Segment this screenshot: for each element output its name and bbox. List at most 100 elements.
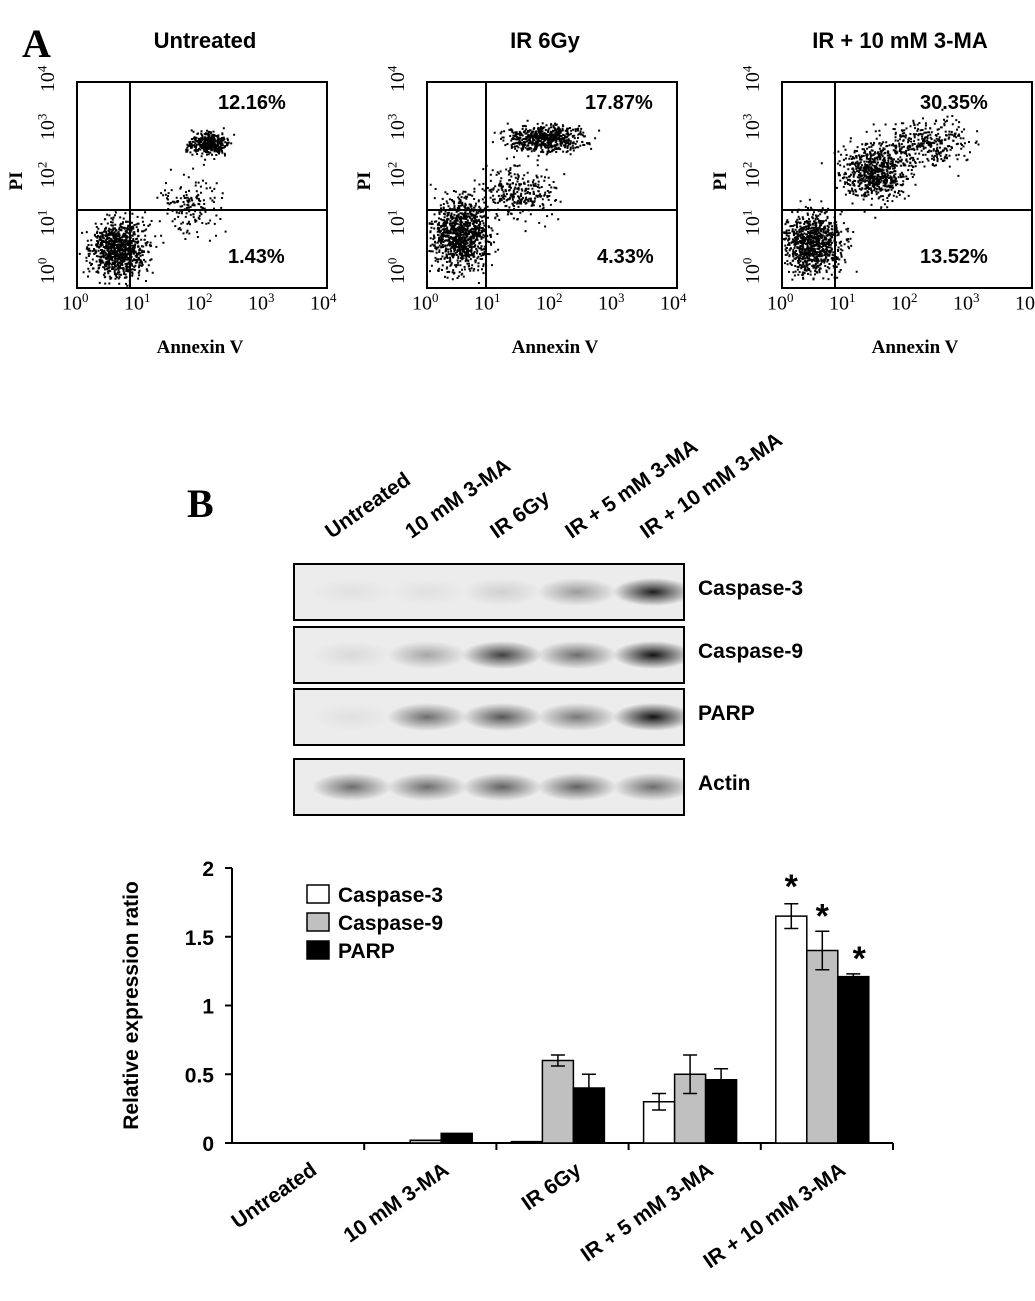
blot-band [462,641,542,669]
blot-band [537,703,617,731]
flow-y-tick: 104 [739,65,765,93]
bar-caspase-9 [806,949,839,1144]
blot-caspase-9 [293,626,685,684]
flow-plot-3-lower-right-pct: 13.52% [920,246,988,268]
blot-band [613,641,683,669]
flow-x-tick: 100 [767,290,794,315]
flow-plot-2-lower-right-pct: 4.33% [597,246,654,268]
blot-band [387,703,467,731]
lane-label: IR + 10 mM 3-MA [636,428,787,544]
lane-label: IR 6Gy [486,486,554,544]
blot-band [613,773,683,801]
flow-x-tick: 101 [474,290,501,315]
lane-label: IR + 5 mM 3-MA [561,434,703,544]
y-tick-label: 2 [202,858,214,881]
blot-band [387,773,467,801]
blot-band [312,703,392,731]
blot-band [312,578,392,606]
flow-plot-2-upper-right-pct: 17.87% [585,92,653,114]
y-tick-label: 1 [202,996,214,1019]
blot-label: PARP [698,702,755,725]
flow-plot-2 [426,81,678,289]
blot-band [387,641,467,669]
flow-y-tick: 102 [34,161,60,189]
flow-plot-3-scatter [783,83,1031,287]
legend-swatch [306,884,330,904]
blot-band [312,773,392,801]
blot-band [387,578,467,606]
panel-b-letter: B [187,481,214,526]
flow-y-tick: 101 [34,209,60,237]
flow-x-tick: 101 [829,290,856,315]
y-tick-label: 1.5 [185,927,215,950]
blot-band [537,578,617,606]
flow-x-tick: 100 [62,290,89,315]
y-axis-label: Relative expression ratio [120,881,143,1130]
flow-y-tick: 104 [34,65,60,93]
flow-x-tick: 100 [412,290,439,315]
significance-star: * [853,940,867,978]
flow-plot-2-x-label: Annexin V [511,337,599,358]
flow-plot-1-title: Untreated [153,28,257,53]
flow-y-tick: 101 [739,209,765,237]
legend-label: Caspase-9 [338,912,443,935]
blot-band [537,773,617,801]
blot-band [312,641,392,669]
flow-y-tick: 101 [384,209,410,237]
x-category-label: 10 mM 3-MA [340,1158,454,1247]
blot-band [613,703,683,731]
bar-parp [837,975,870,1144]
lane-label: Untreated [321,468,415,544]
flow-y-tick: 100 [384,257,410,285]
flow-x-tick: 101 [124,290,151,315]
blot-band [462,773,542,801]
flow-y-tick: 102 [739,161,765,189]
flow-y-tick: 100 [34,257,60,285]
blot-bands [312,773,683,801]
legend-label: Caspase-3 [338,884,443,907]
flow-y-tick: 104 [384,65,410,93]
flow-x-tick: 104 [660,290,687,315]
flow-plot-3 [781,81,1033,289]
x-category-label: Untreated [227,1158,320,1233]
blot-band [537,641,617,669]
flow-y-tick: 103 [34,113,60,141]
bar-chart: 0 0.5 1 1.5 2 Relative expression ratio Untrea… [120,858,894,1273]
flow-x-tick: 104 [1015,292,1035,315]
x-category-label: IR + 10 mM 3-MA [699,1158,849,1273]
flow-x-tick: 102 [891,290,918,315]
bar-caspase-3 [775,915,808,1144]
x-category-label: IR 6Gy [518,1158,586,1215]
blot-band [462,578,542,606]
y-tick-label: 0 [202,1133,214,1156]
blot-label: Caspase-9 [698,640,804,663]
flow-plot-3-y-label: PI [710,171,731,191]
blot-bands [312,641,683,669]
flow-plot-2-scatter [428,83,676,287]
flow-plot-1-upper-right-pct: 12.16% [218,92,286,114]
flow-y-tick: 103 [384,113,410,141]
flow-plot-3-x-label: Annexin V [871,337,959,358]
flow-plot-2-title: IR 6Gy [510,28,580,53]
flow-plot-1-y-label: PI [6,171,27,191]
blot-caspase-3 [293,563,685,621]
flow-plot-1-lower-right-pct: 1.43% [228,246,285,268]
blot-bands [312,703,683,731]
legend-label: PARP [338,940,395,963]
blot-bands [312,578,683,606]
blot-band [613,578,683,606]
blot-parp [293,688,685,746]
bar-caspase-9 [541,1059,575,1144]
blot-label: Actin [698,772,751,795]
significance-star: * [816,897,830,935]
bar-caspase-3 [510,1140,544,1144]
flow-x-tick: 104 [310,290,337,315]
flow-x-tick: 102 [186,290,213,315]
flow-y-tick: 103 [739,113,765,141]
flow-plot-1 [76,81,328,289]
flow-plot-3-title: IR + 10 mM 3-MA [812,28,988,53]
bar-parp [440,1132,473,1144]
flow-y-tick: 100 [739,257,765,285]
y-tick-label: 0.5 [185,1064,215,1087]
flow-plot-1-x-label: Annexin V [156,337,244,358]
